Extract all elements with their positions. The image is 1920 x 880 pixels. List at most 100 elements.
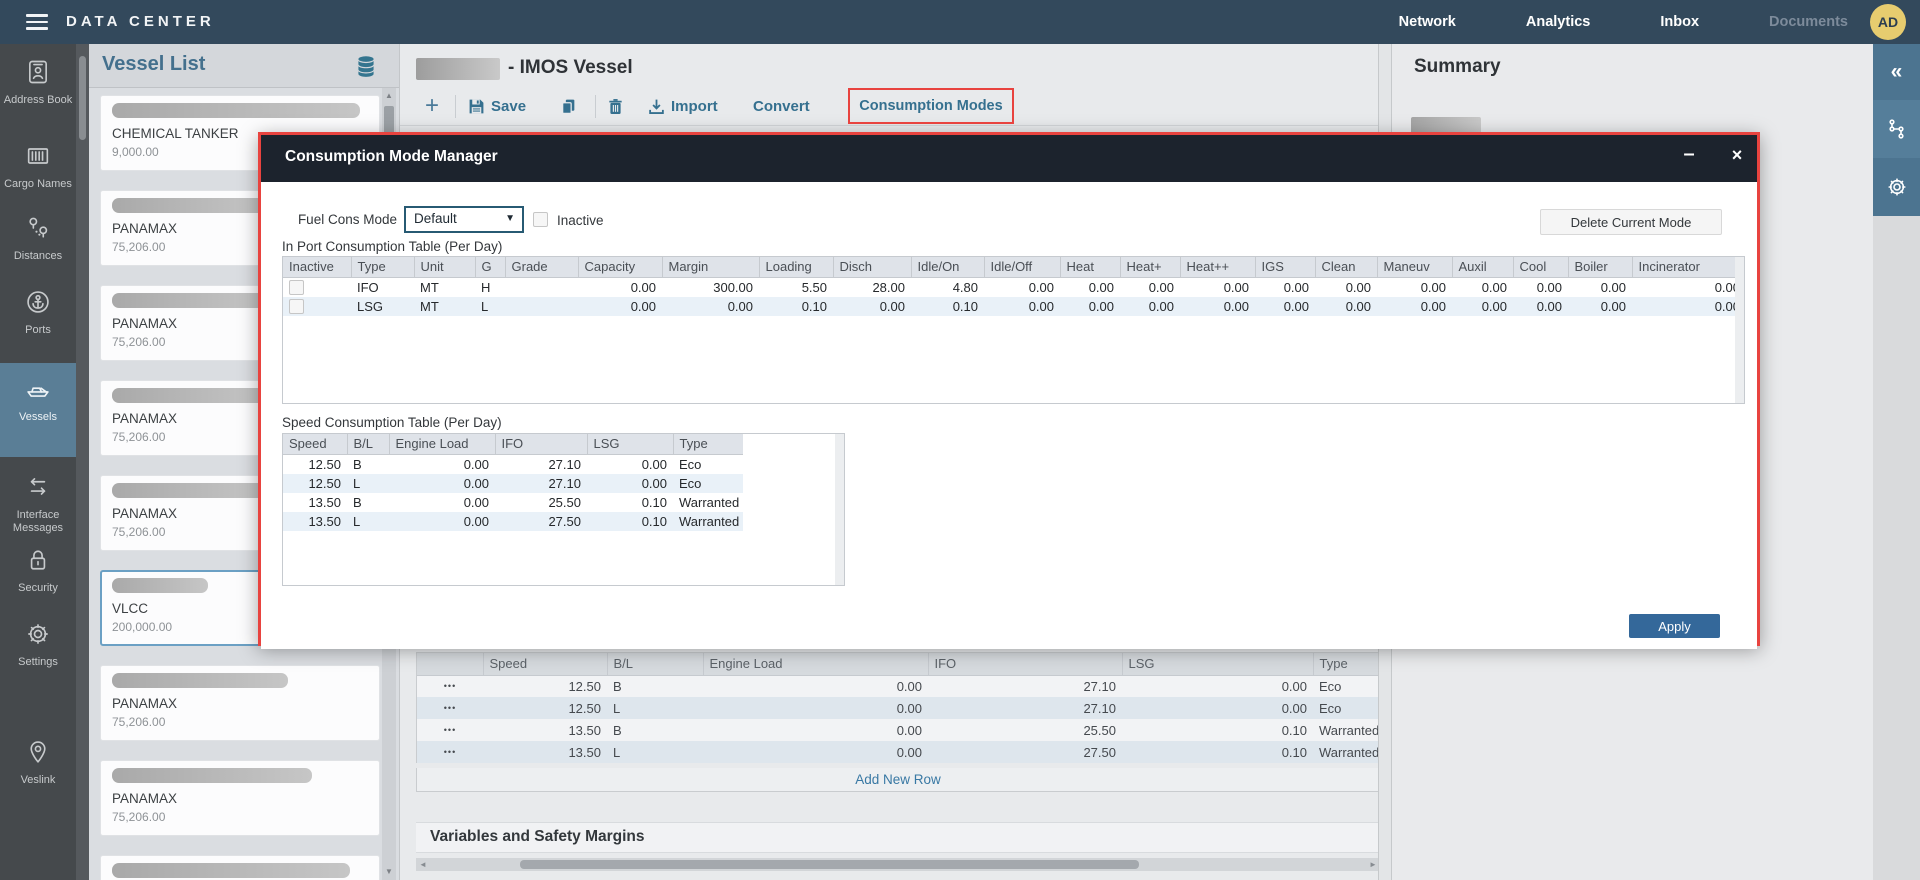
minimize-icon[interactable]: – bbox=[1683, 143, 1695, 165]
cell-lsg[interactable]: 0.00 bbox=[1122, 697, 1313, 719]
nav-documents[interactable]: Documents bbox=[1769, 14, 1848, 30]
add-button[interactable]: + bbox=[425, 87, 439, 125]
cell-type[interactable]: Warranted bbox=[1313, 719, 1381, 741]
vessel-card[interactable] bbox=[100, 855, 380, 880]
cell-disch[interactable]: 0.00 bbox=[833, 296, 911, 316]
cell-lsg[interactable]: 0.00 bbox=[1122, 675, 1313, 697]
delete-button[interactable] bbox=[607, 87, 624, 125]
cell-b-l[interactable]: B bbox=[607, 719, 703, 741]
cell-lsg[interactable]: 0.00 bbox=[641, 456, 667, 472]
column-header-heat[interactable]: Heat bbox=[1060, 257, 1121, 278]
cell-lsg[interactable]: 0.00 bbox=[587, 473, 673, 493]
cell-type[interactable]: Warranted bbox=[673, 511, 743, 531]
sidebar-item-interface-messages[interactable]: Interface Messages bbox=[0, 473, 76, 534]
cell-engine-load[interactable]: 0.00 bbox=[703, 675, 928, 697]
column-header-capacity[interactable]: Capacity bbox=[578, 257, 663, 278]
sidebar-item-cargo-names[interactable]: Cargo Names bbox=[0, 142, 76, 191]
cell-engine-load[interactable]: 0.00 bbox=[389, 511, 495, 531]
cell-ifo[interactable]: 27.10 bbox=[928, 697, 1122, 719]
column-header-boiler[interactable]: Boiler bbox=[1568, 257, 1633, 278]
cell-ifo[interactable]: 27.10 bbox=[495, 473, 587, 493]
settings-panel-button[interactable] bbox=[1873, 158, 1920, 216]
cell-engine-load[interactable]: 0.00 bbox=[463, 494, 489, 510]
cell-b-l[interactable]: B bbox=[353, 494, 362, 510]
cell-heat[interactable]: 0.00 bbox=[1088, 279, 1114, 295]
sidebar-item-veslink[interactable]: Veslink bbox=[0, 738, 76, 787]
cell-lsg[interactable]: 0.10 bbox=[641, 494, 667, 510]
sidebar-item-address-book[interactable]: Address Book bbox=[0, 58, 76, 107]
sidebar-item-settings[interactable]: Settings bbox=[0, 620, 76, 669]
column-header-inactive[interactable]: Inactive bbox=[283, 257, 352, 278]
collapse-panel-button[interactable]: « bbox=[1873, 44, 1920, 100]
cell-lsg[interactable]: 0.10 bbox=[1122, 719, 1313, 741]
column-header-lsg[interactable]: LSG bbox=[587, 434, 674, 455]
cell-type[interactable]: Eco bbox=[1313, 675, 1381, 697]
nav-network[interactable]: Network bbox=[1398, 14, 1456, 30]
cell-type[interactable]: Eco bbox=[673, 473, 743, 493]
vessel-card[interactable]: PANAMAX 75,206.00 bbox=[100, 760, 380, 836]
column-header-type[interactable]: Type bbox=[673, 434, 743, 455]
sidebar-item-distances[interactable]: Distances bbox=[0, 214, 76, 263]
horizontal-scrollbar-thumb[interactable] bbox=[520, 860, 1139, 869]
column-header-b-l[interactable]: B/L bbox=[607, 653, 704, 676]
cell-lsg[interactable]: 0.10 bbox=[587, 511, 673, 531]
avatar[interactable]: AD bbox=[1870, 4, 1906, 40]
cell-heat[interactable]: 0.00 bbox=[1120, 296, 1180, 316]
cell-speed[interactable]: 12.50 bbox=[483, 675, 607, 697]
cell-engine-load[interactable]: 0.00 bbox=[703, 697, 928, 719]
cell-b-l[interactable]: B bbox=[607, 675, 703, 697]
cell-type[interactable]: Warranted bbox=[679, 494, 740, 510]
cell-cool[interactable]: 0.00 bbox=[1536, 279, 1562, 295]
convert-button[interactable]: Convert bbox=[753, 87, 810, 125]
apply-button[interactable]: Apply bbox=[1629, 614, 1720, 638]
cell-idle-off[interactable]: 0.00 bbox=[984, 296, 1060, 316]
row-handle-icon[interactable]: ••• bbox=[417, 741, 483, 763]
column-header-blank[interactable] bbox=[417, 653, 484, 676]
cell-maneuv[interactable]: 0.00 bbox=[1377, 296, 1452, 316]
nav-inbox[interactable]: Inbox bbox=[1660, 14, 1700, 30]
cell-heat[interactable]: 0.00 bbox=[1180, 296, 1255, 316]
cell-incinerator[interactable]: 0.00 bbox=[1632, 296, 1744, 316]
cell-type[interactable]: Warranted bbox=[1313, 741, 1381, 763]
column-header-cool[interactable]: Cool bbox=[1513, 257, 1569, 278]
cell-b-l[interactable]: L bbox=[607, 697, 703, 719]
column-header-loading[interactable]: Loading bbox=[759, 257, 834, 278]
column-header-heat[interactable]: Heat+ bbox=[1120, 257, 1181, 278]
row-inactive-checkbox[interactable] bbox=[289, 298, 304, 314]
column-header-type[interactable]: Type bbox=[351, 257, 415, 278]
cell-grade[interactable] bbox=[505, 296, 578, 316]
column-header-idle-off[interactable]: Idle/Off bbox=[984, 257, 1061, 278]
cell-ifo[interactable]: 27.50 bbox=[928, 741, 1122, 763]
column-header-speed[interactable]: Speed bbox=[483, 653, 608, 676]
cell-b-l[interactable]: L bbox=[347, 473, 389, 493]
close-icon[interactable]: × bbox=[1731, 145, 1743, 165]
column-header-grade[interactable]: Grade bbox=[505, 257, 579, 278]
cell-b-l[interactable]: L bbox=[347, 511, 389, 531]
cell-clean[interactable]: 0.00 bbox=[1315, 296, 1377, 316]
column-header-idle-on[interactable]: Idle/On bbox=[911, 257, 985, 278]
fuel-cons-mode-select[interactable]: Default ▼ bbox=[404, 206, 524, 233]
column-header-lsg[interactable]: LSG bbox=[1122, 653, 1314, 676]
column-header-b-l[interactable]: B/L bbox=[347, 434, 390, 455]
cell-capacity[interactable]: 0.00 bbox=[578, 296, 662, 316]
column-header-margin[interactable]: Margin bbox=[662, 257, 760, 278]
cell-speed[interactable]: 13.50 bbox=[483, 741, 607, 763]
cell-speed[interactable]: 13.50 bbox=[308, 494, 341, 510]
copy-button[interactable] bbox=[560, 87, 577, 125]
cell-maneuv[interactable]: 0.00 bbox=[1420, 279, 1446, 295]
cell-igs[interactable]: 0.00 bbox=[1283, 279, 1309, 295]
column-header-auxil[interactable]: Auxil bbox=[1452, 257, 1514, 278]
cell-loading[interactable]: 5.50 bbox=[801, 279, 827, 295]
hierarchy-view-button[interactable] bbox=[1873, 100, 1920, 158]
save-button[interactable]: Save bbox=[468, 87, 526, 125]
column-header-unit[interactable]: Unit bbox=[414, 257, 476, 278]
column-header-ifo[interactable]: IFO bbox=[495, 434, 588, 455]
add-new-row-link[interactable]: Add New Row bbox=[416, 768, 1380, 792]
column-header-ifo[interactable]: IFO bbox=[928, 653, 1123, 676]
cell-grade[interactable] bbox=[505, 277, 578, 297]
consumption-modes-button[interactable]: Consumption Modes bbox=[850, 90, 1012, 122]
scroll-right-icon[interactable]: ► bbox=[1369, 860, 1377, 869]
cell-speed[interactable]: 12.50 bbox=[308, 456, 341, 472]
horizontal-scrollbar[interactable]: ◄ ► bbox=[416, 858, 1380, 871]
cell-type[interactable]: Eco bbox=[679, 456, 702, 472]
